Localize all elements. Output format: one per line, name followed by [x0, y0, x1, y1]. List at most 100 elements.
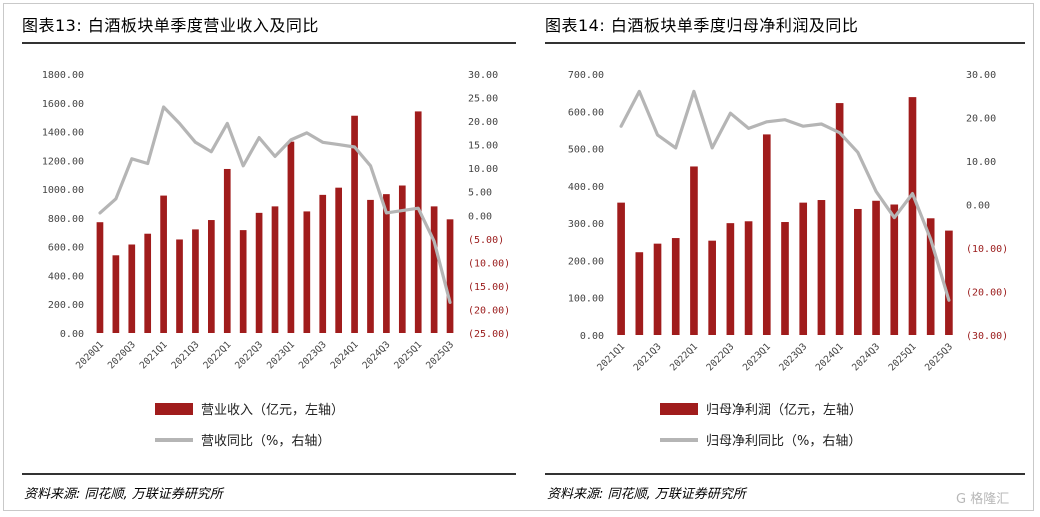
right-left-axis-tick: 100.00	[568, 294, 604, 305]
left-revenue-bar	[430, 206, 438, 333]
left-revenue-bar	[367, 199, 374, 333]
left-revenue-bar	[208, 220, 215, 333]
right-revenue-bar	[744, 221, 753, 335]
right-right-axis-tick: 20.00	[966, 114, 996, 125]
left-x-axis-tick: 2025Q3	[424, 339, 456, 371]
left-x-axis-tick: 2023Q1	[265, 339, 297, 371]
right-left-axis-tick: 200.00	[568, 256, 604, 267]
right-revenue-bar	[945, 230, 953, 335]
right-revenue-bar	[872, 200, 880, 335]
right-revenue-bar	[708, 240, 716, 335]
right-right-axis-tick: (20.00)	[966, 288, 1008, 299]
left-left-axis-tick: 1400.00	[42, 128, 84, 139]
left-x-axis-tick: 2022Q3	[233, 339, 265, 371]
left-left-axis-tick: 800.00	[48, 214, 84, 225]
left-legend-bar-swatch	[155, 403, 193, 415]
left-title-rule	[22, 42, 516, 44]
right-left-axis-tick: 0.00	[580, 331, 604, 342]
left-revenue-bar	[446, 219, 454, 333]
right-right-axis-tick: 10.00	[966, 157, 996, 168]
left-chart-title: 图表13: 白酒板块单季度营业收入及同比	[22, 16, 319, 35]
left-revenue-bar	[160, 195, 167, 333]
left-yoy-line	[98, 105, 452, 304]
right-revenue-bar	[671, 238, 680, 335]
left-revenue-bar	[255, 212, 263, 333]
left-source-rule	[22, 473, 516, 475]
right-x-axis-tick: 2025Q1	[887, 341, 919, 373]
right-revenue-bar	[762, 134, 771, 335]
left-x-axis-tick: 2022Q1	[201, 339, 233, 371]
left-right-axis-tick: 30.00	[468, 70, 498, 81]
right-source-rule	[545, 473, 1025, 475]
left-x-axis-tick: 2023Q3	[297, 339, 329, 371]
right-source-note: 资料来源: 同花顺, 万联证券研究所	[547, 487, 746, 502]
right-left-axis-tick: 400.00	[568, 182, 604, 193]
left-x-axis-tick: 2020Q3	[106, 339, 138, 371]
left-revenue-bar	[112, 255, 120, 333]
right-x-axis-tick: 2022Q1	[668, 341, 700, 373]
right-revenue-bar	[726, 223, 735, 335]
left-revenue-bar	[271, 206, 279, 333]
left-right-axis-tick: 10.00	[468, 164, 498, 175]
left-right-axis-tick: 25.00	[468, 94, 498, 105]
right-x-axis-tick: 2022Q3	[704, 341, 736, 373]
right-title-rule	[545, 42, 1025, 44]
right-revenue-bar	[854, 208, 862, 335]
left-right-axis-tick: 5.00	[468, 188, 492, 199]
left-x-axis-tick: 2025Q1	[392, 339, 424, 371]
right-x-axis-tick: 2023Q3	[777, 341, 809, 373]
right-left-axis-tick: 500.00	[568, 145, 604, 156]
left-left-axis-tick: 1600.00	[42, 99, 84, 110]
left-x-axis-tick: 2024Q1	[329, 339, 361, 371]
left-left-axis-tick: 0.00	[60, 329, 84, 340]
left-revenue-bar	[128, 244, 136, 333]
left-revenue-bar	[335, 187, 342, 333]
left-x-axis-tick: 2021Q1	[138, 339, 170, 371]
left-right-axis-tick: 20.00	[468, 117, 498, 128]
right-left-axis-tick: 600.00	[568, 107, 604, 118]
left-right-axis-tick: 0.00	[468, 211, 492, 222]
right-revenue-bar	[635, 252, 644, 335]
left-x-axis-tick: 2020Q1	[74, 339, 106, 371]
left-revenue-bar	[287, 141, 295, 333]
figure-frame	[3, 3, 1034, 511]
left-revenue-bar	[319, 194, 327, 333]
right-revenue-bar	[781, 222, 789, 335]
right-x-axis-tick: 2025Q3	[923, 341, 955, 373]
left-revenue-bar	[239, 230, 247, 333]
left-right-axis-tick: (5.00)	[468, 235, 504, 246]
watermark: G 格隆汇	[956, 492, 1010, 507]
left-revenue-bar	[351, 115, 358, 333]
left-right-axis-tick: 15.00	[468, 141, 498, 152]
left-right-axis-tick: (10.00)	[468, 258, 510, 269]
right-x-axis-tick: 2023Q1	[741, 341, 773, 373]
right-revenue-bar	[926, 218, 935, 335]
left-revenue-bar	[176, 239, 183, 333]
right-chart-title: 图表14: 白酒板块单季度归母净利润及同比	[545, 16, 859, 35]
left-revenue-bar	[414, 111, 422, 334]
left-left-axis-tick: 600.00	[48, 243, 84, 254]
left-left-axis-tick: 1000.00	[42, 185, 84, 196]
right-right-axis-tick: 0.00	[966, 201, 990, 212]
right-x-axis-tick: 2021Q3	[632, 341, 664, 373]
right-right-axis-tick: (10.00)	[966, 244, 1008, 255]
right-legend-line-label: 归母净利同比（%，右轴）	[706, 434, 861, 449]
left-left-axis-tick: 400.00	[48, 271, 84, 282]
right-left-axis-tick: 300.00	[568, 219, 604, 230]
left-left-axis-tick: 200.00	[48, 300, 84, 311]
right-revenue-bar	[817, 200, 826, 335]
left-revenue-bar	[192, 229, 199, 333]
right-legend-bar-label: 归母净利润（亿元，左轴）	[706, 403, 862, 418]
left-revenue-bar	[223, 168, 231, 333]
right-revenue-bar	[799, 202, 808, 335]
left-source-note: 资料来源: 同花顺, 万联证券研究所	[24, 487, 223, 502]
right-revenue-bar	[653, 243, 662, 335]
right-yoy-line	[619, 89, 951, 302]
left-right-axis-tick: (25.00)	[468, 329, 510, 340]
right-right-axis-tick: 30.00	[966, 70, 996, 81]
left-x-axis-tick: 2024Q3	[360, 339, 392, 371]
right-revenue-bar	[890, 204, 899, 335]
left-legend-line-label: 营收同比（%，右轴）	[201, 434, 330, 449]
right-revenue-bar	[617, 202, 625, 335]
right-left-axis-tick: 700.00	[568, 70, 604, 81]
